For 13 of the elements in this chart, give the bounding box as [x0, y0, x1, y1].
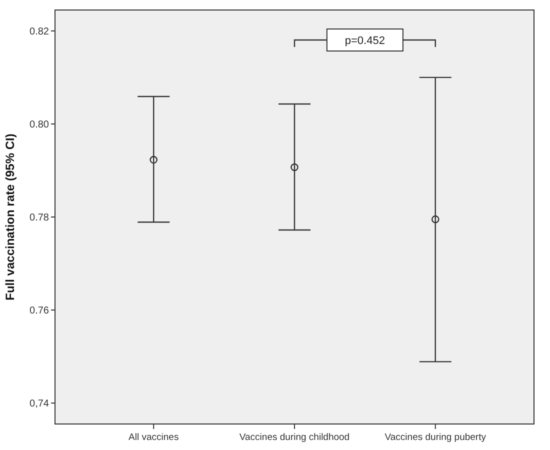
point — [150, 156, 158, 164]
y-tick-label: 0.82 — [30, 26, 50, 38]
y-tick-label: 0.76 — [30, 306, 50, 317]
point — [431, 215, 440, 224]
y-tick-label: 0.78 — [30, 212, 50, 224]
x-tick-label: Vaccines during puberty — [384, 432, 486, 443]
annotation: p=0.452 — [344, 34, 385, 47]
y-tick-label: 0,74 — [30, 398, 50, 410]
y-axis-title: Full vaccination rate (95% CI) — [3, 134, 17, 300]
x-tick-label: All vaccines — [128, 432, 179, 443]
point — [290, 163, 298, 172]
x-tick-label: Vaccines during childhood — [239, 432, 350, 443]
y-tick-label: 0.80 — [30, 119, 50, 130]
